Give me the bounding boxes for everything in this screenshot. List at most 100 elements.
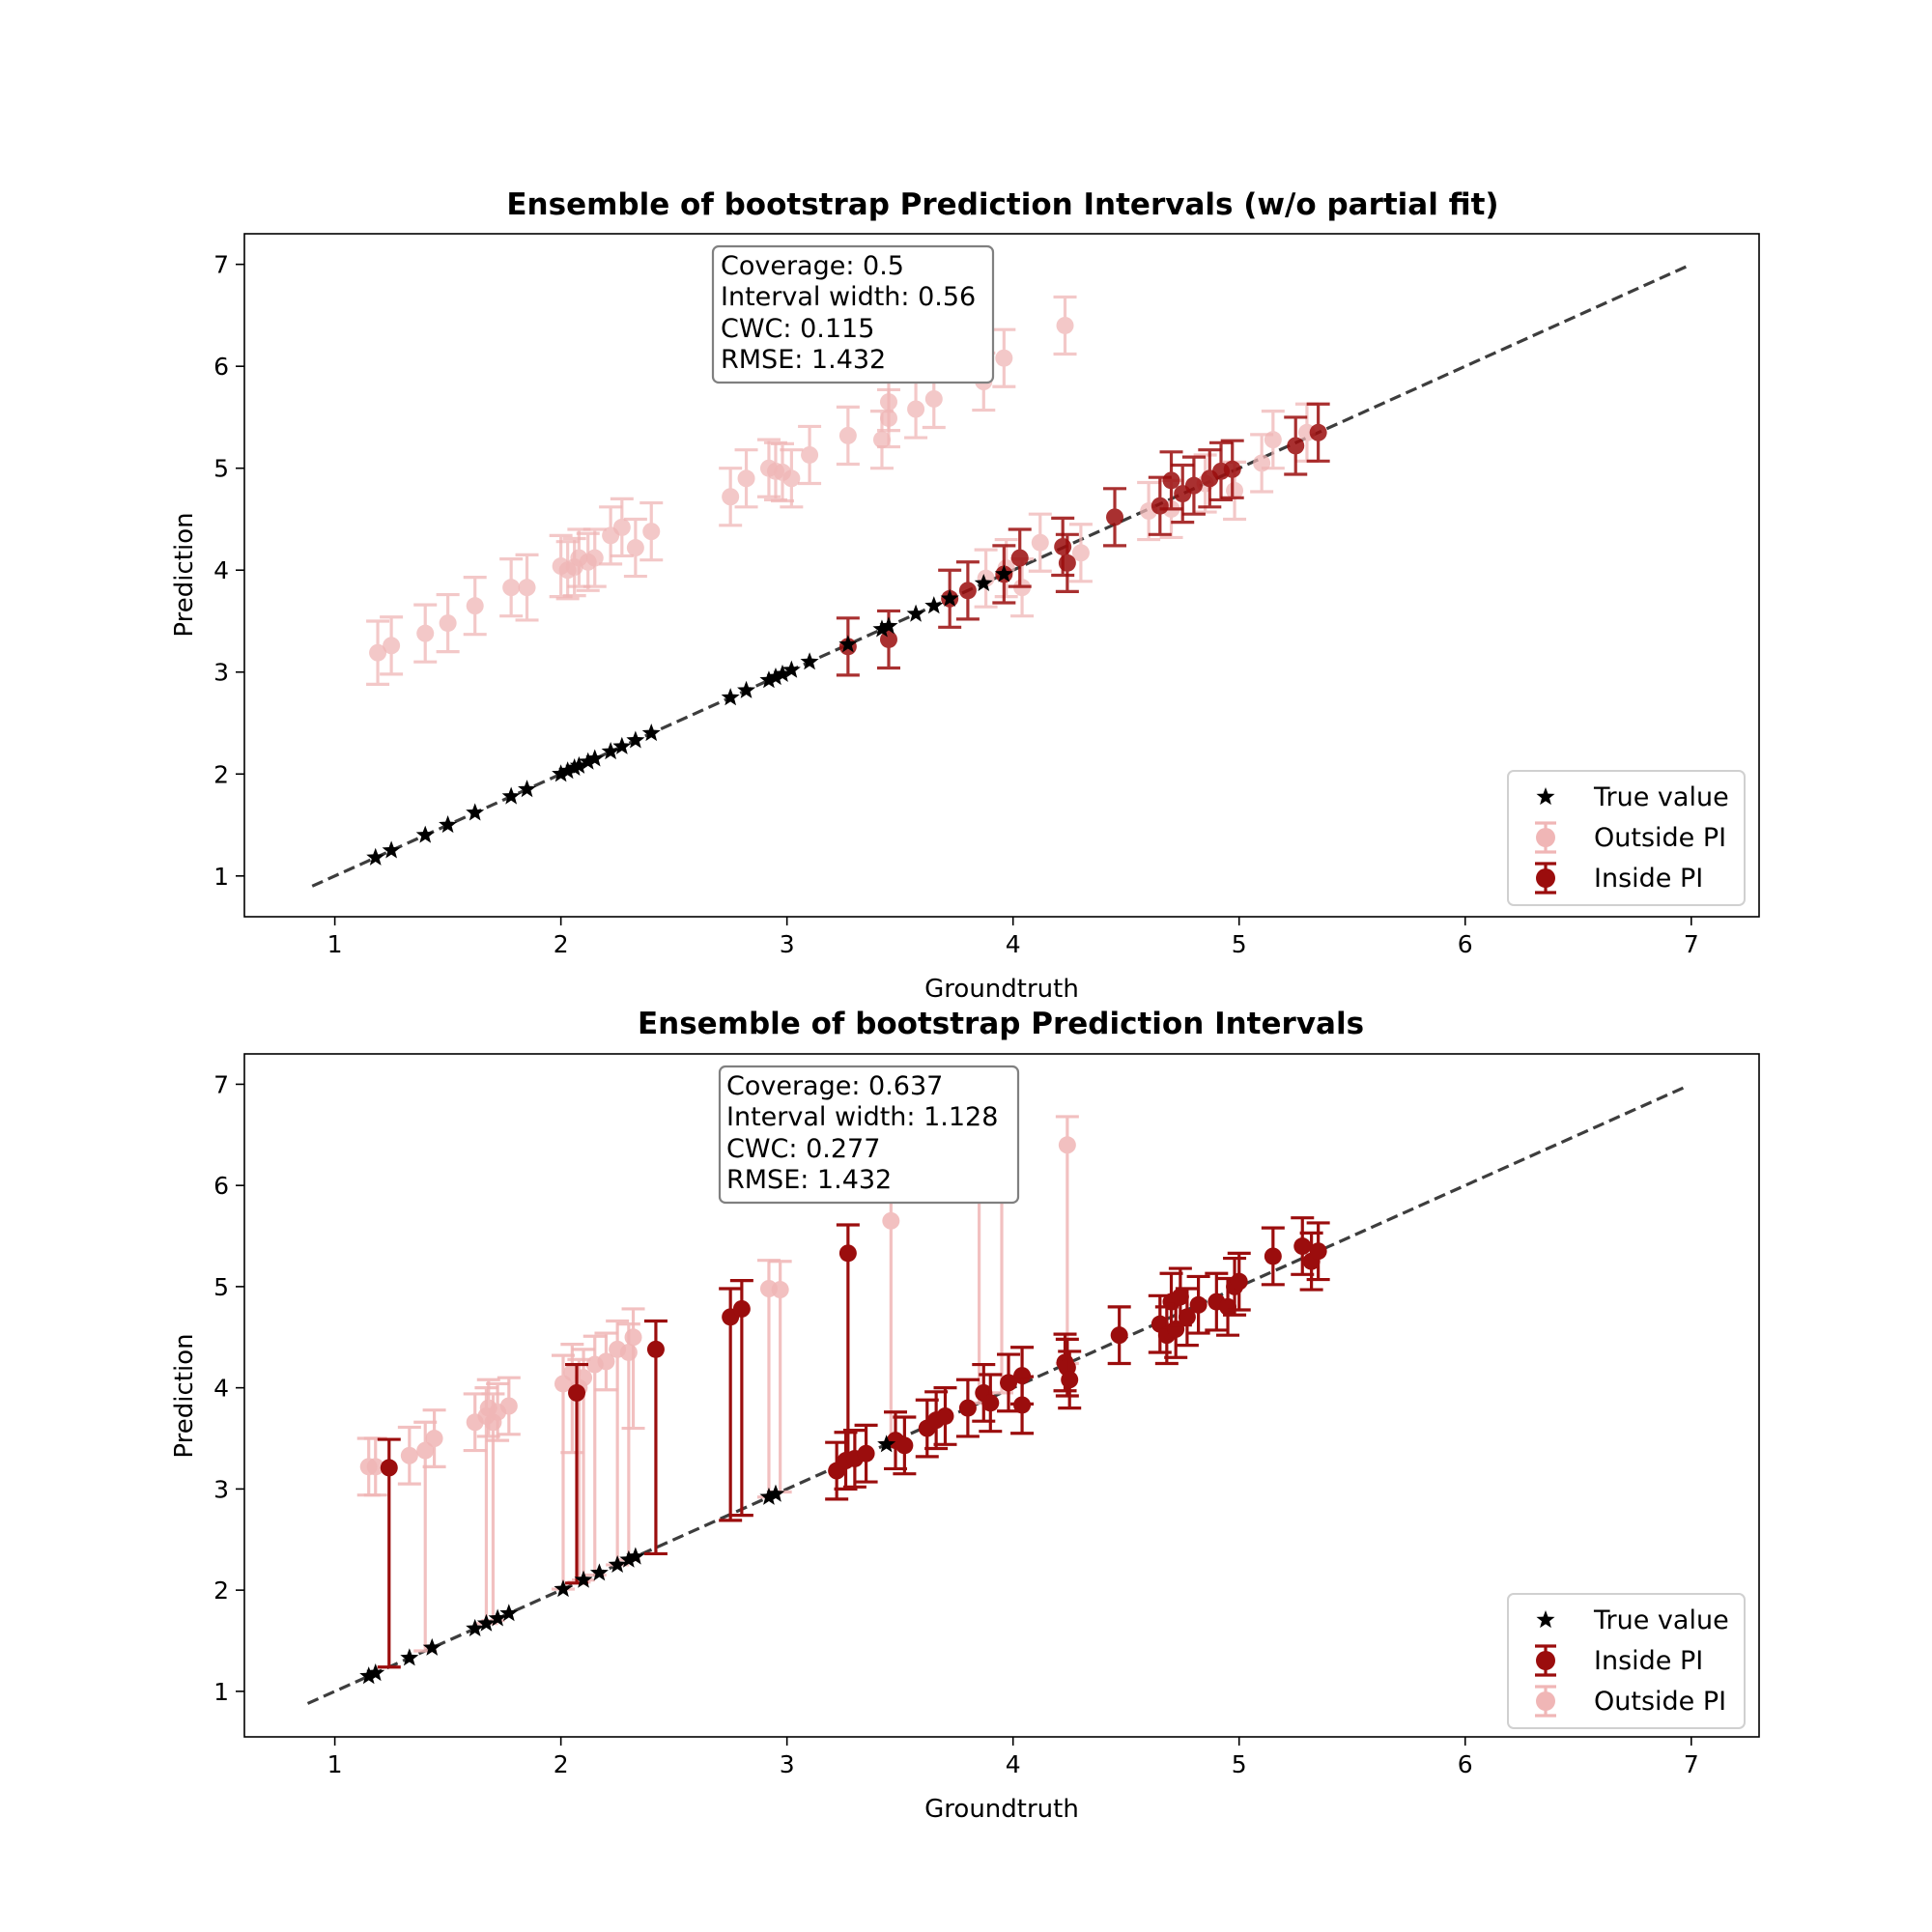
metric-coverage: Coverage: 0.637 <box>726 1071 943 1101</box>
metric-rmse: RMSE: 1.432 <box>726 1165 892 1195</box>
true-value-star <box>579 752 598 770</box>
prediction-point <box>1010 549 1029 567</box>
y-tick-label: 4 <box>213 1375 229 1403</box>
prediction-point <box>1054 537 1072 555</box>
prediction-point <box>1223 460 1241 478</box>
y-tick-label: 1 <box>213 863 229 891</box>
prediction-point <box>1056 316 1074 334</box>
outside-pi-errorbar <box>380 615 404 676</box>
inside-pi-errorbar <box>1175 1287 1199 1348</box>
y-axis-label: Prediction <box>170 512 199 637</box>
true-value-star <box>488 1608 507 1627</box>
prediction-point <box>1309 423 1327 441</box>
inside-pi-errorbar <box>854 1423 878 1484</box>
true-value-star <box>721 688 740 706</box>
prediction-point <box>416 1441 435 1460</box>
true-value-star <box>554 1579 573 1598</box>
outside-pi-errorbar <box>436 592 460 654</box>
prediction-point <box>782 469 801 488</box>
legend-star-shape <box>1536 1610 1555 1629</box>
y-tick-label: 4 <box>213 556 229 584</box>
true-value-star <box>585 749 605 767</box>
prediction-point <box>1110 1326 1128 1345</box>
prediction-point <box>995 349 1013 367</box>
prediction-point <box>958 1399 977 1417</box>
x-tick-label: 7 <box>1684 1750 1699 1778</box>
legend-errorbar-outside-icon <box>1535 821 1556 854</box>
prediction-point <box>1071 544 1090 562</box>
legend-label-true-value: True value <box>1593 782 1729 812</box>
metric-interval-width: Interval width: 0.56 <box>721 282 976 312</box>
x-tick-label: 3 <box>780 930 795 958</box>
prediction-point <box>466 597 484 615</box>
prediction-point <box>872 431 891 449</box>
true-value-star <box>641 724 661 742</box>
prediction-point <box>882 1211 900 1230</box>
outside-pi-errorbar <box>497 1376 521 1436</box>
legend-label-true-value: True value <box>1593 1605 1729 1635</box>
inside-pi-errorbar <box>565 1362 589 1585</box>
inside-pi-errorbar <box>729 1279 753 1518</box>
prediction-point <box>624 1328 642 1347</box>
inside-pi-errorbar <box>643 1319 668 1556</box>
x-tick-label: 6 <box>1458 1750 1473 1778</box>
true-value-star <box>359 1666 379 1685</box>
true-value-star <box>872 619 892 638</box>
legend-star-icon <box>1536 787 1555 806</box>
x-tick-label: 5 <box>1232 1750 1247 1778</box>
true-value-star <box>466 1618 485 1637</box>
true-value-star <box>558 761 578 780</box>
outside-pi-errorbar <box>366 619 390 687</box>
prediction-point <box>1013 1396 1032 1414</box>
prediction-point <box>585 549 604 567</box>
plot-frame <box>243 233 1760 918</box>
legend-star-shape <box>1536 787 1555 806</box>
prediction-point <box>597 1352 615 1371</box>
y-tick-label: 5 <box>213 455 229 483</box>
y-tick-label: 2 <box>213 1577 229 1605</box>
x-tick-label: 2 <box>554 930 569 958</box>
true-value-star <box>759 1487 779 1505</box>
true-value-star <box>940 588 959 607</box>
y-tick-label: 7 <box>213 251 229 279</box>
prediction-point <box>936 1406 954 1425</box>
outside-pi-errorbar <box>1250 433 1274 494</box>
legend-errorbar-outside-icon <box>1535 1685 1556 1718</box>
reference-line <box>306 1086 1686 1705</box>
prediction-point <box>1031 533 1049 552</box>
outside-pi-errorbar <box>422 1408 446 1468</box>
legend-entry-inside-pi: Inside PI <box>1535 1644 1703 1677</box>
inside-pi-errorbar <box>1159 450 1183 511</box>
true-value-star <box>565 757 584 777</box>
true-value-star <box>759 670 779 689</box>
outside-pi-errorbar <box>1261 410 1285 470</box>
prediction-point <box>1058 1136 1076 1154</box>
prediction-point <box>1178 1308 1196 1326</box>
true-value-star <box>499 1604 519 1622</box>
x-tick-label: 2 <box>554 1750 569 1778</box>
inside-pi-errorbar <box>1010 1375 1035 1435</box>
x-tick-label: 6 <box>1458 930 1473 958</box>
true-value-star <box>838 635 858 653</box>
x-axis-label: Groundtruth <box>924 975 1079 1004</box>
true-value-star <box>366 1663 385 1682</box>
true-value-star <box>589 1563 609 1581</box>
true-value-star <box>476 1613 496 1632</box>
true-value-star <box>877 1435 896 1453</box>
inside-pi-errorbar <box>1058 1350 1082 1410</box>
true-value-star <box>501 786 521 805</box>
prediction-point <box>879 630 897 648</box>
prediction-point <box>400 1446 418 1464</box>
prediction-point <box>425 1430 443 1448</box>
outside-pi-errorbar <box>1028 512 1052 573</box>
prediction-point <box>722 488 740 506</box>
y-tick-label: 3 <box>213 659 229 687</box>
metric-coverage: Coverage: 0.5 <box>721 251 904 281</box>
outside-pi-errorbar <box>639 500 664 562</box>
x-tick-label: 3 <box>780 1750 795 1778</box>
inside-pi-errorbar <box>1306 402 1330 463</box>
y-tick-label: 7 <box>213 1070 229 1098</box>
inside-pi-errorbar <box>377 1437 401 1669</box>
prediction-point <box>1189 1295 1208 1314</box>
true-value-star <box>400 1648 419 1666</box>
